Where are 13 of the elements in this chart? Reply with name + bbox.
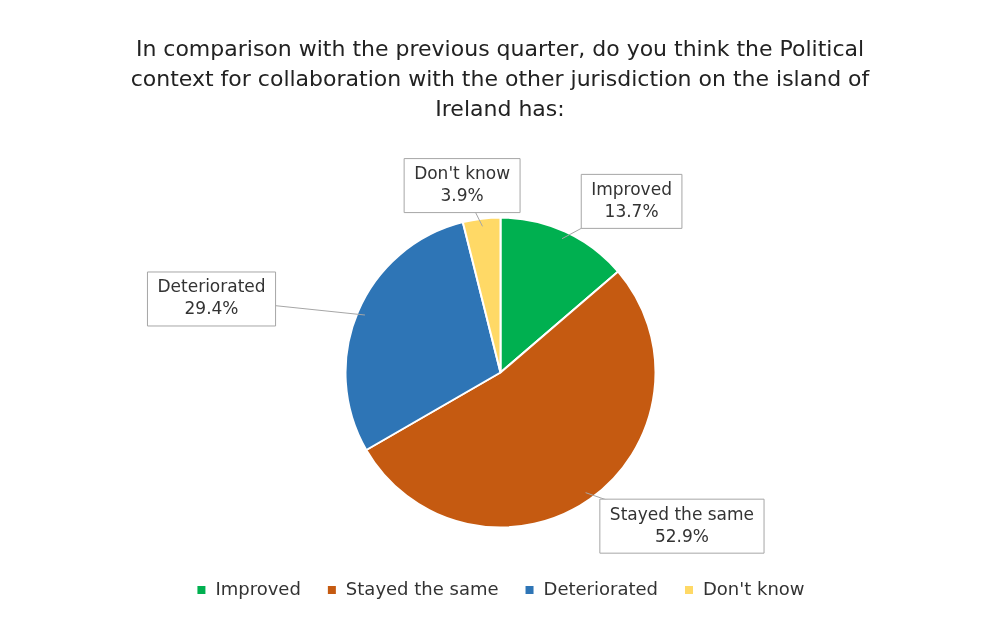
data-label: 29.4% — [184, 298, 239, 319]
slice-label: Stayed the same — [609, 503, 755, 524]
slice-label: Don't know — [414, 163, 511, 184]
chart-title: In comparison with the previous quarter, do you think the Political context for collaboration with the other jurisdiction on the island of Ireland has: — [130, 35, 870, 123]
legend-label: Improved — [215, 577, 301, 599]
data-label: 52.9% — [654, 525, 709, 546]
slice-label: Improved — [591, 178, 672, 199]
legend-label: Stayed the same — [345, 577, 499, 599]
legend-label: Don't know — [703, 577, 805, 599]
slice-label: Deteriorated — [157, 276, 266, 297]
data-label: 3.9% — [440, 185, 484, 206]
legend-label: Deteriorated — [543, 577, 658, 599]
data-label: 13.7% — [604, 200, 659, 221]
